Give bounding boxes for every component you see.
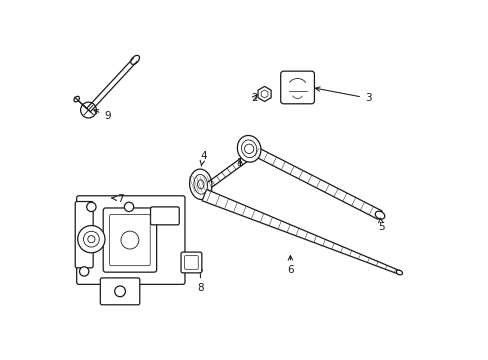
Circle shape: [121, 231, 139, 249]
FancyBboxPatch shape: [181, 252, 202, 273]
Text: 7: 7: [112, 194, 124, 204]
Text: 8: 8: [197, 266, 203, 293]
Text: 2: 2: [250, 93, 257, 103]
Circle shape: [78, 226, 105, 253]
Circle shape: [86, 202, 96, 212]
FancyBboxPatch shape: [150, 207, 179, 225]
Circle shape: [81, 102, 96, 118]
Circle shape: [88, 235, 95, 243]
Polygon shape: [258, 86, 270, 102]
FancyBboxPatch shape: [77, 196, 184, 284]
FancyBboxPatch shape: [280, 71, 314, 104]
Ellipse shape: [197, 180, 203, 189]
Ellipse shape: [395, 270, 402, 275]
Circle shape: [80, 267, 89, 276]
Ellipse shape: [189, 169, 211, 199]
Text: 9: 9: [94, 110, 111, 121]
FancyBboxPatch shape: [103, 208, 156, 272]
FancyBboxPatch shape: [184, 256, 198, 269]
Text: 6: 6: [286, 256, 293, 275]
Circle shape: [124, 202, 133, 212]
Ellipse shape: [241, 140, 256, 158]
Ellipse shape: [130, 55, 139, 64]
Circle shape: [115, 286, 125, 297]
Polygon shape: [245, 144, 382, 219]
Circle shape: [244, 144, 253, 153]
Polygon shape: [261, 90, 267, 98]
Text: 1: 1: [236, 158, 243, 168]
Ellipse shape: [74, 96, 79, 102]
Text: 4: 4: [200, 150, 206, 166]
Ellipse shape: [237, 135, 261, 162]
Ellipse shape: [374, 211, 384, 219]
Circle shape: [83, 231, 99, 247]
Text: 3: 3: [315, 87, 371, 103]
Ellipse shape: [194, 175, 207, 194]
Text: 5: 5: [377, 218, 384, 232]
FancyBboxPatch shape: [75, 202, 93, 268]
FancyBboxPatch shape: [100, 278, 140, 305]
Polygon shape: [202, 189, 399, 274]
FancyBboxPatch shape: [109, 215, 150, 266]
